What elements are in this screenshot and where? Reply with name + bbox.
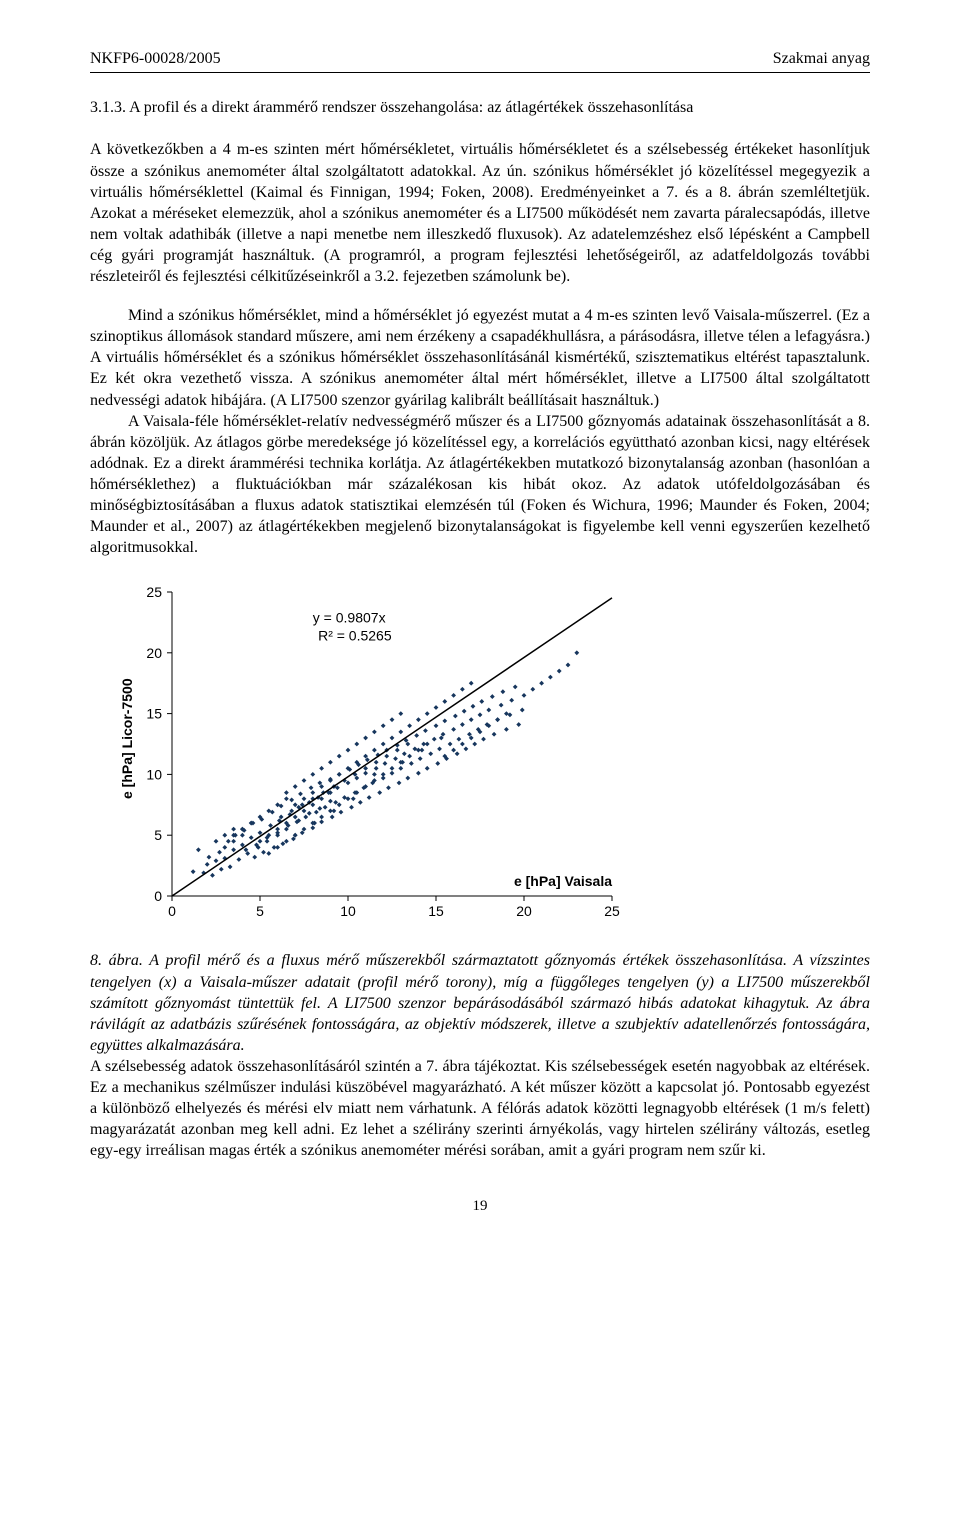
svg-text:5: 5 xyxy=(256,903,264,919)
svg-text:5: 5 xyxy=(154,828,162,844)
svg-text:10: 10 xyxy=(340,903,356,919)
caption-text: A profil mérő és a fluxus mérő műszerekb… xyxy=(90,952,870,1053)
chart-figure: 0 5 10 15 20 25 0 5 10 15 20 25 e [hPa] Licor-7500 e … xyxy=(112,576,632,936)
svg-text:15: 15 xyxy=(428,903,444,919)
svg-text:20: 20 xyxy=(516,903,532,919)
svg-text:10: 10 xyxy=(146,767,162,783)
svg-text:0: 0 xyxy=(168,903,176,919)
svg-text:e [hPa] Vaisala: e [hPa] Vaisala xyxy=(514,873,612,889)
header-rule xyxy=(90,72,870,73)
svg-text:25: 25 xyxy=(146,584,162,600)
section-title: 3.1.3. A profil és a direkt árammérő ren… xyxy=(90,97,870,119)
caption-prefix: 8. ábra. xyxy=(90,952,143,969)
paragraph-2: Mind a szónikus hőmérséklet, mind a hőmé… xyxy=(90,305,870,411)
header-left: NKFP6-00028/2005 xyxy=(90,50,221,68)
p2-text: Mind a szónikus hőmérséklet, mind a hőmé… xyxy=(90,307,870,408)
section-number: 3.1.3. xyxy=(90,99,126,116)
svg-text:0: 0 xyxy=(154,888,162,904)
paragraph-1: A következőkben a 4 m-es szinten mért hő… xyxy=(90,139,870,287)
after-caption-text: A szélsebesség adatok összehasonlításáró… xyxy=(90,1058,870,1159)
p1-text: A következőkben a 4 m-es szinten mért hő… xyxy=(90,141,870,285)
svg-text:y = 0.9807x: y = 0.9807x xyxy=(313,610,386,626)
svg-text:e [hPa] Licor-7500: e [hPa] Licor-7500 xyxy=(119,679,135,800)
p3-text: A Vaisala-féle hőmérséklet-relatív nedve… xyxy=(90,413,870,557)
paragraph-after-caption: A szélsebesség adatok összehasonlításáró… xyxy=(90,1056,870,1162)
scatter-chart: 0 5 10 15 20 25 0 5 10 15 20 25 e [hPa] Licor-7500 e … xyxy=(112,576,632,936)
svg-text:15: 15 xyxy=(146,706,162,722)
section-title-text: A profil és a direkt árammérő rendszer ö… xyxy=(129,99,693,116)
svg-text:25: 25 xyxy=(604,903,620,919)
header-right: Szakmai anyag xyxy=(773,50,870,68)
paragraph-3: A Vaisala-féle hőmérséklet-relatív nedve… xyxy=(90,411,870,559)
svg-text:R² = 0.5265: R² = 0.5265 xyxy=(318,628,392,644)
svg-text:20: 20 xyxy=(146,645,162,661)
figure-caption: 8. ábra. A profil mérő és a fluxus mérő … xyxy=(90,950,870,1056)
page-number: 19 xyxy=(90,1198,870,1215)
